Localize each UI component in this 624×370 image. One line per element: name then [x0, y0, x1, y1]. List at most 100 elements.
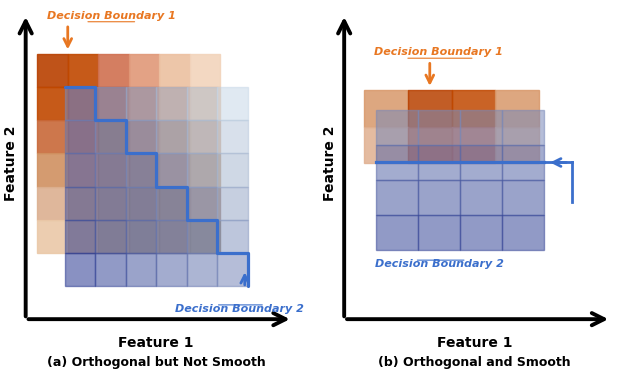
Bar	[95, 120, 126, 154]
Bar	[217, 220, 248, 253]
Bar	[95, 253, 126, 286]
Text: Feature 2: Feature 2	[323, 125, 337, 201]
Text: (a) Orthogonal but Not Smooth: (a) Orthogonal but Not Smooth	[47, 356, 266, 369]
Bar	[376, 215, 418, 249]
Bar	[187, 220, 217, 253]
Bar	[95, 154, 126, 186]
Bar	[159, 186, 190, 220]
Bar	[159, 120, 190, 154]
Bar	[418, 110, 461, 145]
Bar	[65, 186, 95, 220]
Bar	[65, 154, 95, 186]
Bar	[187, 186, 217, 220]
Bar	[159, 54, 190, 87]
Bar	[217, 186, 248, 220]
Bar	[126, 186, 156, 220]
Bar	[217, 120, 248, 154]
Bar	[461, 145, 502, 180]
Bar	[68, 154, 98, 186]
Bar	[159, 87, 190, 120]
Bar	[190, 154, 220, 186]
Bar	[461, 215, 502, 249]
Bar	[98, 54, 129, 87]
Bar	[452, 127, 495, 163]
Bar	[37, 120, 68, 154]
Bar	[452, 90, 495, 127]
Bar	[217, 154, 248, 186]
Bar	[129, 87, 159, 120]
Bar	[126, 154, 156, 186]
Bar	[190, 186, 220, 220]
Bar	[126, 87, 156, 120]
Bar	[126, 120, 156, 154]
Bar	[376, 110, 418, 145]
Text: (b) Orthogonal and Smooth: (b) Orthogonal and Smooth	[378, 356, 571, 369]
Bar	[98, 186, 129, 220]
Bar	[129, 220, 159, 253]
Bar	[68, 54, 98, 87]
Bar	[95, 87, 126, 120]
Bar	[187, 120, 217, 154]
Bar	[502, 180, 544, 215]
Bar	[461, 180, 502, 215]
Bar	[95, 186, 126, 220]
Bar	[98, 220, 129, 253]
Text: Decision Boundary 1: Decision Boundary 1	[374, 47, 503, 57]
Bar	[65, 120, 95, 154]
Bar	[68, 120, 98, 154]
Bar	[418, 145, 461, 180]
Bar	[502, 215, 544, 249]
Bar	[37, 220, 68, 253]
Bar	[376, 145, 418, 180]
Bar	[190, 87, 220, 120]
Bar	[129, 154, 159, 186]
Text: Feature 2: Feature 2	[4, 125, 18, 201]
Bar	[37, 186, 68, 220]
Bar	[126, 253, 156, 286]
Bar	[37, 87, 68, 120]
Bar	[68, 186, 98, 220]
Text: Feature 1: Feature 1	[119, 336, 194, 350]
Bar	[126, 220, 156, 253]
Bar	[98, 120, 129, 154]
Bar	[408, 127, 452, 163]
Bar	[98, 87, 129, 120]
Bar	[364, 90, 408, 127]
Bar	[418, 180, 461, 215]
Text: Decision Boundary 1: Decision Boundary 1	[47, 11, 176, 21]
Text: Decision Boundary 2: Decision Boundary 2	[175, 304, 303, 314]
Bar	[187, 154, 217, 186]
Bar	[37, 154, 68, 186]
Bar	[376, 180, 418, 215]
Bar	[187, 87, 217, 120]
Bar	[156, 120, 187, 154]
Bar	[190, 54, 220, 87]
Bar	[95, 220, 126, 253]
Bar	[418, 215, 461, 249]
Bar	[98, 154, 129, 186]
Bar	[364, 127, 408, 163]
Text: Feature 1: Feature 1	[437, 336, 512, 350]
Bar	[65, 220, 95, 253]
Bar	[68, 220, 98, 253]
Bar	[495, 90, 539, 127]
Bar	[495, 127, 539, 163]
Bar	[156, 186, 187, 220]
Bar	[68, 87, 98, 120]
Bar	[159, 154, 190, 186]
Bar	[37, 54, 68, 87]
Bar	[461, 110, 502, 145]
Bar	[159, 220, 190, 253]
Bar	[502, 145, 544, 180]
Bar	[65, 253, 95, 286]
Bar	[65, 87, 95, 120]
Bar	[156, 253, 187, 286]
Bar	[190, 120, 220, 154]
Bar	[217, 253, 248, 286]
Bar	[129, 54, 159, 87]
Bar	[217, 87, 248, 120]
Bar	[156, 87, 187, 120]
Bar	[156, 154, 187, 186]
Bar	[190, 220, 220, 253]
Bar	[129, 186, 159, 220]
